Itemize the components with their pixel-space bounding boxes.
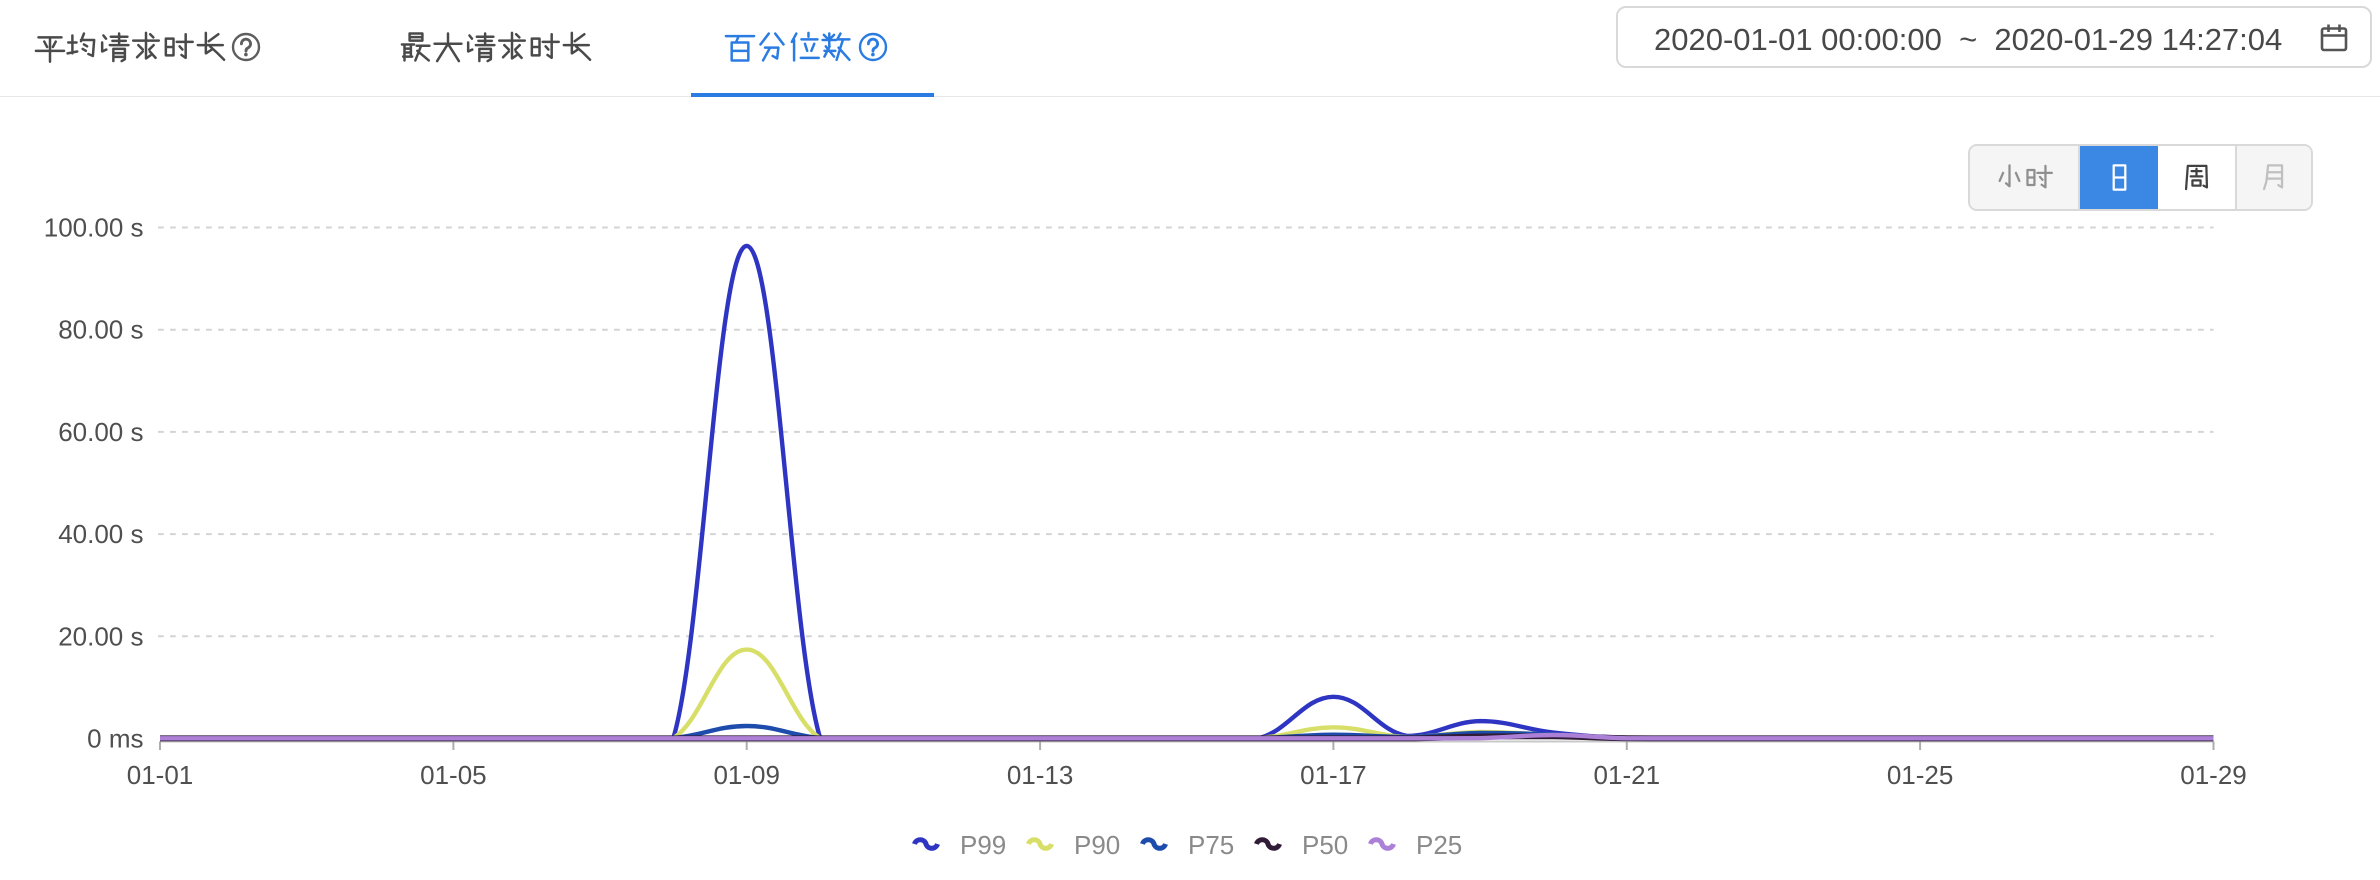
svg-text:0 ms: 0 ms — [87, 724, 143, 754]
svg-text:01-01: 01-01 — [127, 760, 194, 790]
svg-text:01-25: 01-25 — [1887, 760, 1954, 790]
svg-text:01-05: 01-05 — [420, 760, 487, 790]
svg-text:01-29: 01-29 — [2180, 760, 2247, 790]
svg-text:01-21: 01-21 — [1594, 760, 1661, 790]
svg-text:01-17: 01-17 — [1300, 760, 1367, 790]
svg-text:40.00 s: 40.00 s — [58, 519, 143, 549]
svg-text:20.00 s: 20.00 s — [58, 621, 143, 651]
svg-text:01-09: 01-09 — [713, 760, 780, 790]
svg-text:80.00 s: 80.00 s — [58, 315, 143, 345]
svg-text:100.00 s: 100.00 s — [44, 213, 144, 243]
svg-text:60.00 s: 60.00 s — [58, 417, 143, 447]
svg-text:01-13: 01-13 — [1007, 760, 1074, 790]
